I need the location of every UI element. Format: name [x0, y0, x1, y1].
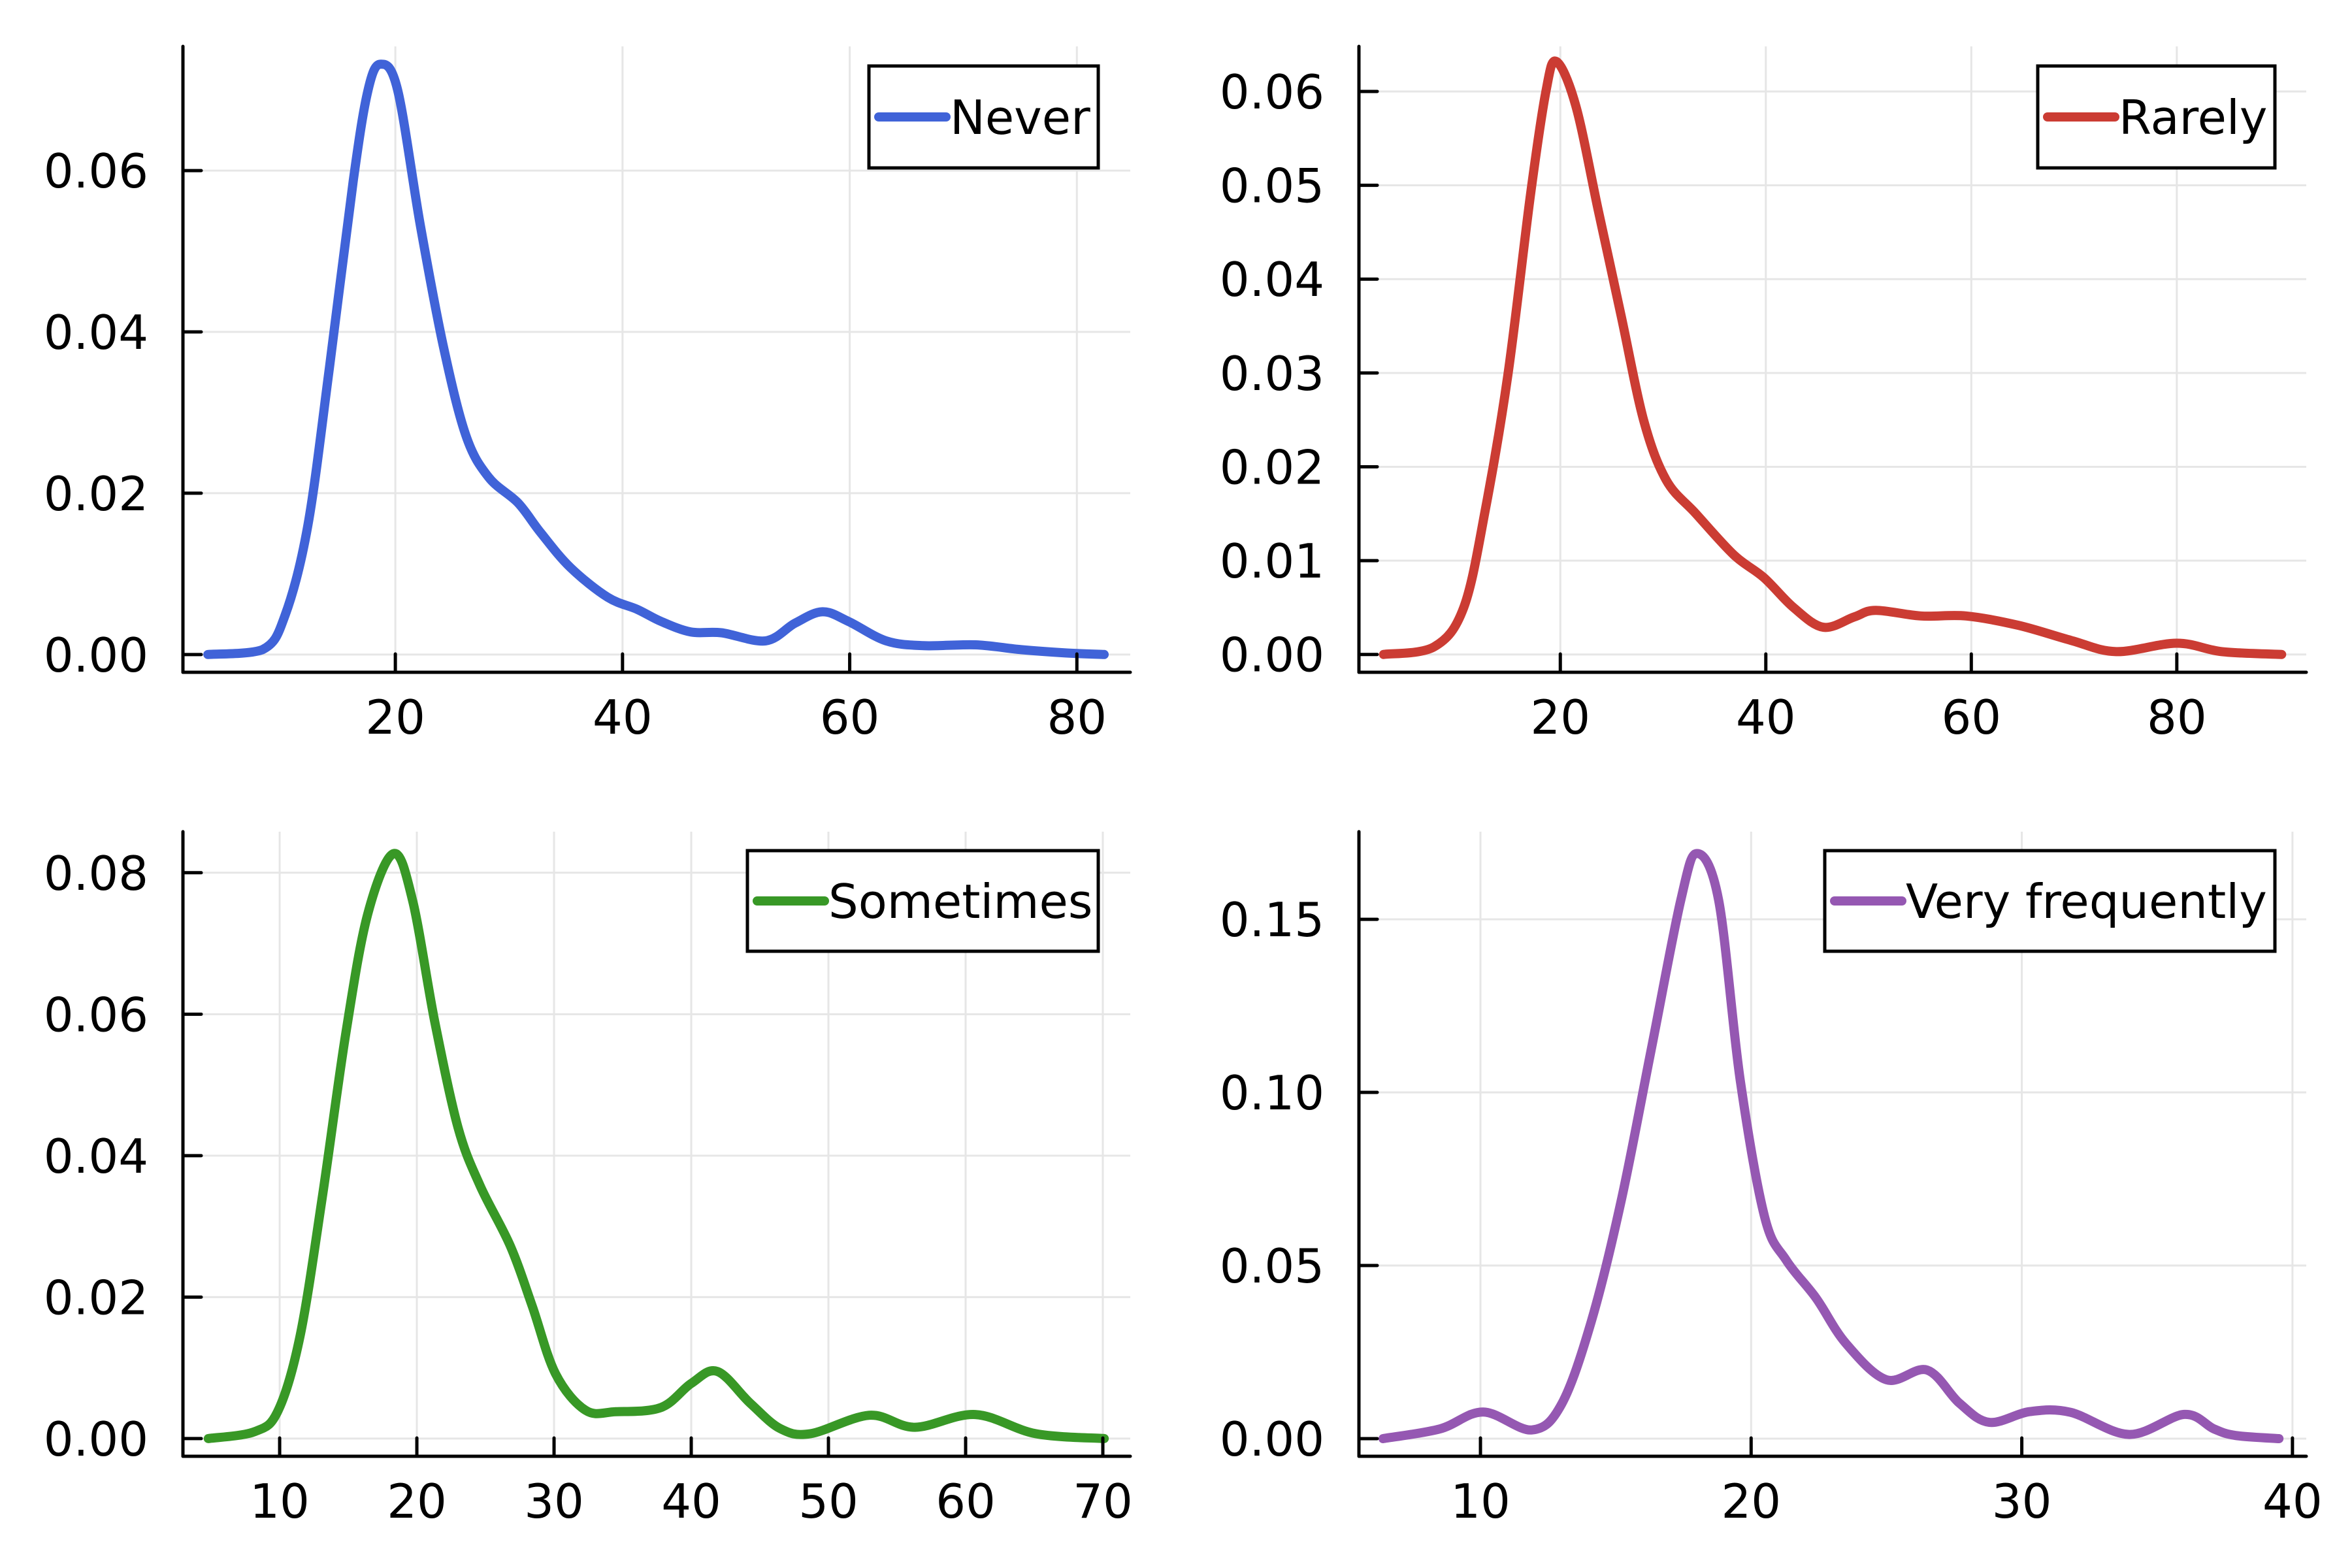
x-tick-label: 60: [936, 1474, 996, 1529]
y-tick-label: 0.04: [44, 305, 148, 360]
ticks: 10 20 30 40 50 60 70 0.00 0.02 0.04 0.06 0.08: [44, 846, 1133, 1529]
legend: Sometimes: [745, 849, 1100, 953]
series-line-sometimes: [203, 849, 1109, 1443]
panel-never: 20 40 60 80 0.00 0.02 0.04 0.06 Never: [44, 44, 1132, 745]
x-tick-label: 80: [1047, 690, 1107, 745]
x-tick-label: 10: [1450, 1474, 1511, 1529]
y-tick-label: 0.02: [44, 1270, 148, 1325]
y-tick-label: 0.10: [1220, 1066, 1324, 1120]
y-tick-label: 0.00: [1220, 628, 1324, 683]
y-tick-label: 0.02: [1220, 440, 1324, 495]
axes: [1357, 44, 2308, 674]
x-tick-label: 50: [798, 1474, 858, 1529]
x-tick-label: 80: [2147, 690, 2207, 745]
x-tick-label: 20: [387, 1474, 447, 1529]
panel-sometimes: 10 20 30 40 50 60 70 0.00 0.02 0.04 0.06 0.08 Somet…: [44, 830, 1133, 1529]
x-tick-label: 40: [593, 690, 653, 745]
legend-label: Sometimes: [828, 874, 1092, 929]
series-line-never: [203, 59, 1109, 659]
y-tick-label: 0.05: [1220, 1239, 1324, 1294]
legend-label: Rarely: [2119, 90, 2268, 145]
y-tick-label: 0.03: [1220, 346, 1324, 401]
x-tick-label: 70: [1073, 1474, 1133, 1529]
series-line-very-frequently: [1378, 849, 2284, 1443]
x-tick-label: 20: [365, 690, 425, 745]
ticks: 20 40 60 80 0.00 0.01 0.02 0.03 0.04 0.05 0.06: [1220, 65, 2207, 745]
x-tick-label: 30: [1992, 1474, 2052, 1529]
y-tick-label: 0.06: [44, 987, 148, 1042]
y-tick-label: 0.04: [1220, 252, 1324, 307]
y-tick-label: 0.02: [44, 466, 148, 521]
y-tick-label: 0.08: [44, 846, 148, 901]
y-tick-label: 0.15: [1220, 892, 1324, 947]
panel-very-frequently: 10 20 30 40 0.00 0.05 0.10 0.15 Very frequently: [1220, 830, 2323, 1529]
x-tick-label: 60: [1941, 690, 2001, 745]
axes: [1357, 830, 2308, 1458]
y-tick-label: 0.05: [1220, 159, 1324, 214]
y-tick-label: 0.00: [44, 628, 148, 683]
y-tick-label: 0.04: [44, 1129, 148, 1184]
y-tick-label: 0.00: [44, 1412, 148, 1467]
x-tick-label: 30: [524, 1474, 584, 1529]
x-tick-label: 10: [250, 1474, 310, 1529]
ticks: 10 20 30 40 0.00 0.05 0.10 0.15: [1220, 892, 2323, 1529]
legend-label: Very frequently: [1906, 874, 2267, 929]
ticks: 20 40 60 80 0.00 0.02 0.04 0.06: [44, 144, 1107, 745]
y-tick-label: 0.06: [44, 144, 148, 199]
legend: Rarely: [2036, 64, 2277, 170]
x-tick-label: 20: [1721, 1474, 1781, 1529]
x-tick-label: 40: [1736, 690, 1796, 745]
legend: Very frequently: [1823, 849, 2277, 953]
x-tick-label: 40: [661, 1474, 721, 1529]
legend-label: Never: [950, 90, 1090, 145]
panel-rarely: 20 40 60 80 0.00 0.01 0.02 0.03 0.04 0.05 0.06 Rar…: [1220, 44, 2308, 745]
legend: Never: [867, 64, 1100, 170]
y-tick-label: 0.00: [1220, 1412, 1324, 1467]
x-tick-label: 20: [1530, 690, 1590, 745]
y-tick-label: 0.06: [1220, 65, 1324, 120]
series-line-rarely: [1379, 56, 2287, 659]
x-tick-label: 60: [820, 690, 880, 745]
axes: [181, 44, 1132, 674]
axes: [181, 830, 1132, 1458]
y-tick-label: 0.01: [1220, 534, 1324, 589]
x-tick-label: 40: [2262, 1474, 2323, 1529]
